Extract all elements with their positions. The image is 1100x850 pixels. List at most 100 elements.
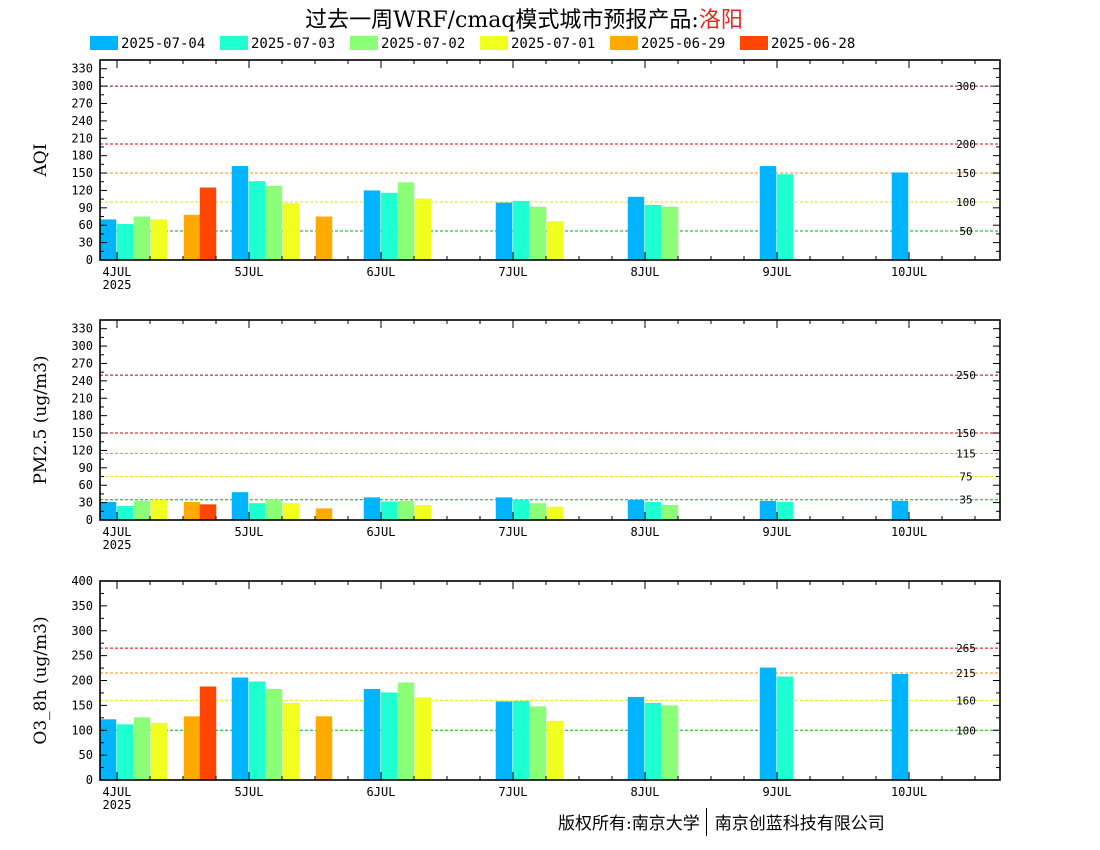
legend-swatch [220, 36, 248, 50]
bar [627, 499, 645, 520]
x-tick-label: 6JUL [367, 525, 396, 539]
bar [150, 499, 168, 520]
bar [199, 187, 217, 260]
bar [183, 214, 201, 260]
y-tick-label: 300 [71, 624, 93, 638]
y-tick-label: 240 [71, 374, 93, 388]
threshold-label: 100 [956, 724, 976, 737]
y-axis-label: O3_8h (ug/m3) [31, 616, 51, 744]
bar [529, 206, 547, 260]
threshold-label: 150 [956, 427, 976, 440]
y-tick-label: 150 [71, 426, 93, 440]
bar [265, 185, 283, 260]
bar [183, 502, 201, 520]
threshold-label: 200 [956, 138, 976, 151]
x-tick-label: 9JUL [763, 265, 792, 279]
chart-panel-1: 50 100 150 200 300 0 30 60 90 120 150 180 210 240 270 3… [31, 59, 1001, 292]
y-tick-label: 0 [86, 773, 93, 787]
threshold-label: 265 [956, 642, 976, 655]
legend-item: 2025-07-04 [90, 36, 205, 52]
y-axis-label: AQI [31, 144, 51, 178]
x-tick-label: 8JUL [631, 785, 660, 799]
bar [282, 503, 300, 520]
bar [414, 697, 432, 780]
y-tick-label: 210 [71, 391, 93, 405]
x-tick-label: 5JUL [235, 525, 264, 539]
plot-frame [99, 319, 1001, 521]
bar [495, 701, 513, 780]
bar [231, 677, 249, 780]
bar [99, 719, 117, 780]
chart-panel-3: 100 160 215 265 0 50 100 150 200 250 300 350 400 4JUL… [31, 574, 1001, 812]
legend-swatch [740, 36, 768, 50]
bar [414, 504, 432, 520]
y-tick-label: 30 [79, 496, 93, 510]
y-tick-label: 330 [71, 322, 93, 336]
bar [150, 219, 168, 260]
bar [199, 504, 217, 520]
bar [363, 497, 381, 520]
bar [397, 682, 415, 780]
bar [661, 504, 679, 520]
bar [133, 216, 151, 260]
legend-item: 2025-06-28 [740, 36, 855, 52]
bar [199, 686, 217, 780]
y-tick-label: 60 [79, 218, 93, 232]
bar [644, 502, 662, 520]
y-tick-label: 250 [71, 649, 93, 663]
y-tick-label: 200 [71, 674, 93, 688]
bar [759, 667, 777, 780]
chart-title: 过去一周WRF/cmaq模式城市预报产品:洛阳 [0, 2, 1048, 34]
y-tick-label: 240 [71, 114, 93, 128]
bar [363, 688, 381, 780]
legend-swatch [480, 36, 508, 50]
y-tick-label: 50 [79, 748, 93, 762]
copyright-left: 版权所有:南京大学 [558, 814, 700, 834]
x-tick-label: 8JUL [631, 525, 660, 539]
bar [627, 196, 645, 260]
bar [529, 706, 547, 780]
y-tick-label: 30 [79, 236, 93, 250]
x-tick-label: 9JUL [763, 785, 792, 799]
x-tick-label: 10JUL [891, 525, 927, 539]
x-tick-label: 4JUL [103, 525, 132, 539]
title-text: 过去一周WRF/cmaq模式城市预报产品: [305, 8, 699, 33]
bar [99, 219, 117, 260]
bar [546, 506, 564, 520]
y-tick-label: 350 [71, 599, 93, 613]
x-tick-label: 7JUL [499, 265, 528, 279]
x-tick-label: 6JUL [367, 265, 396, 279]
x-tick-label: 7JUL [499, 785, 528, 799]
bar [150, 722, 168, 780]
x-tick-label: 4JUL [103, 785, 132, 799]
bar [282, 702, 300, 780]
bar [231, 166, 249, 260]
bar [397, 500, 415, 520]
bar [380, 501, 398, 520]
bar [248, 503, 266, 520]
bar [315, 508, 333, 520]
bar [759, 500, 777, 520]
copyright-right: 南京创蓝科技有限公司 [714, 814, 885, 834]
legend-label: 2025-07-03 [251, 36, 336, 52]
bar [644, 702, 662, 780]
bar [315, 216, 333, 260]
copyright-footer: 版权所有:南京大学 南京创蓝科技有限公司 [558, 808, 885, 836]
bar [776, 676, 794, 780]
bar [315, 716, 333, 780]
x-tick-label: 5JUL [235, 785, 264, 799]
x-year-label: 2025 [103, 278, 132, 292]
legend-item: 2025-07-01 [480, 36, 595, 52]
bar [116, 506, 134, 520]
bar [363, 190, 381, 260]
bar [133, 717, 151, 780]
footer-divider [705, 808, 707, 836]
y-tick-label: 90 [79, 201, 93, 215]
bar [644, 204, 662, 260]
bar [776, 502, 794, 520]
bar [661, 206, 679, 260]
legend-label: 2025-06-29 [641, 36, 726, 52]
legend-swatch [350, 36, 378, 50]
y-tick-label: 90 [79, 461, 93, 475]
bar [231, 492, 249, 520]
